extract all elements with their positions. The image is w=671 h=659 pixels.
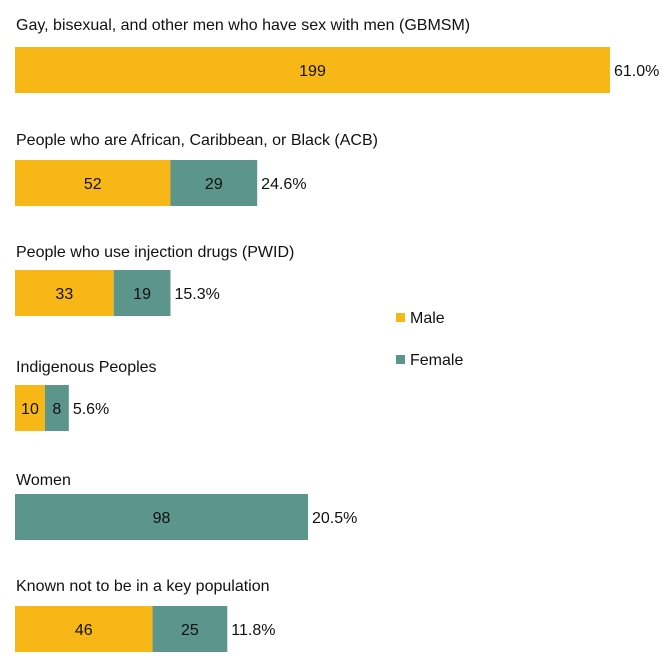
bar-value-label: 33	[55, 286, 73, 303]
bar-value-label: 25	[181, 622, 199, 639]
legend-swatch	[396, 355, 405, 364]
percent-label: 61.0%	[614, 63, 659, 80]
bar-segment-female	[113, 270, 171, 316]
category-label: People who use injection drugs (PWID)	[16, 244, 294, 261]
legend-item-female: Female	[396, 352, 463, 369]
percent-label: 20.5%	[312, 510, 357, 527]
category-label: Indigenous Peoples	[16, 359, 157, 376]
category-label: Gay, bisexual, and other men who have se…	[16, 17, 470, 34]
legend-label: Female	[410, 352, 463, 369]
percent-label: 15.3%	[174, 286, 219, 303]
bar-value-label: 199	[299, 63, 326, 80]
category-label: Known not to be in a key population	[16, 578, 270, 595]
bar-value-label: 29	[205, 176, 223, 193]
legend-swatch	[396, 313, 405, 322]
bar-group: People who use injection drugs (PWID) 33 1…	[15, 244, 294, 316]
bar-segment-female	[170, 160, 258, 206]
legend-item-male: Male	[396, 310, 445, 327]
bar-group: Women 98 20.5%	[15, 472, 357, 540]
bar-group: Known not to be in a key population 46 25 1…	[15, 578, 275, 652]
bar-value-label: 19	[133, 286, 151, 303]
bar-group: Indigenous Peoples 10 8 5.6%	[15, 359, 157, 431]
bar-value-label: 8	[52, 401, 61, 418]
bar-segment-male	[15, 270, 114, 316]
bar-value-label: 46	[75, 622, 93, 639]
bar-segment-female	[152, 606, 228, 652]
bars-layer: Gay, bisexual, and other men who have se…	[15, 17, 659, 652]
bar-segment-male	[15, 385, 45, 431]
percent-label: 5.6%	[73, 401, 109, 418]
bar-segment-male	[15, 47, 610, 93]
bar-segment-male	[15, 160, 171, 206]
category-label: People who are African, Caribbean, or Bl…	[16, 132, 378, 149]
legend-label: Male	[410, 310, 445, 327]
bar-value-label: 52	[84, 176, 102, 193]
category-label: Women	[16, 472, 71, 489]
bar-value-label: 98	[153, 510, 171, 527]
percent-label: 11.8%	[231, 622, 275, 639]
bar-segment-female	[15, 494, 309, 540]
bar-segment-male	[15, 606, 153, 652]
bar-value-label: 10	[21, 401, 39, 418]
bar-segment-female	[44, 385, 69, 431]
bar-group: Gay, bisexual, and other men who have se…	[15, 17, 659, 93]
bar-group: People who are African, Caribbean, or Bl…	[15, 132, 378, 206]
legend: Male Female	[396, 310, 463, 369]
percent-label: 24.6%	[261, 176, 306, 193]
